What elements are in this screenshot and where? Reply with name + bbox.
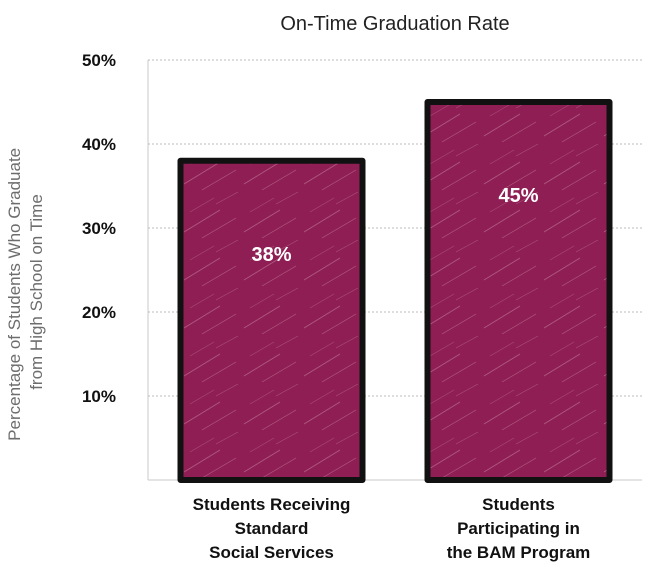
chart-title: On-Time Graduation Rate	[280, 13, 509, 35]
y-axis-ticks: 10% 20% 30% 40% 50%	[82, 51, 116, 406]
x-category-label-line: Standard	[235, 519, 309, 538]
y-tick-label: 30%	[82, 219, 116, 238]
y-tick-label: 40%	[82, 135, 116, 154]
x-category-label-line: the BAM Program	[447, 543, 591, 562]
y-axis-label-line-2: from High School on Time	[27, 194, 46, 390]
bar-texture	[183, 163, 360, 478]
bar-value-label: 38%	[251, 244, 291, 266]
bar-texture	[430, 105, 607, 477]
x-category-label: Students Receiving Standard Social Service…	[193, 495, 351, 562]
bars	[177, 99, 613, 484]
y-axis-label: Percentage of Students Who Graduate from…	[5, 143, 46, 441]
bar-value-labels: 38% 45%	[251, 185, 538, 266]
x-category-label-line: Students	[482, 495, 555, 514]
y-axis-label-line-1: Percentage of Students Who Graduate	[5, 148, 24, 441]
bar-value-label: 45%	[498, 185, 538, 207]
y-tick-label: 50%	[82, 51, 116, 70]
y-tick-label: 20%	[82, 303, 116, 322]
x-axis-category-labels: Students Receiving Standard Social Service…	[193, 495, 591, 562]
x-category-label-line: Social Services	[209, 543, 334, 562]
x-category-label: Students Participating in the BAM Program	[447, 495, 591, 562]
y-tick-label: 10%	[82, 387, 116, 406]
x-category-label-line: Participating in	[457, 519, 580, 538]
x-category-label-line: Students Receiving	[193, 495, 351, 514]
